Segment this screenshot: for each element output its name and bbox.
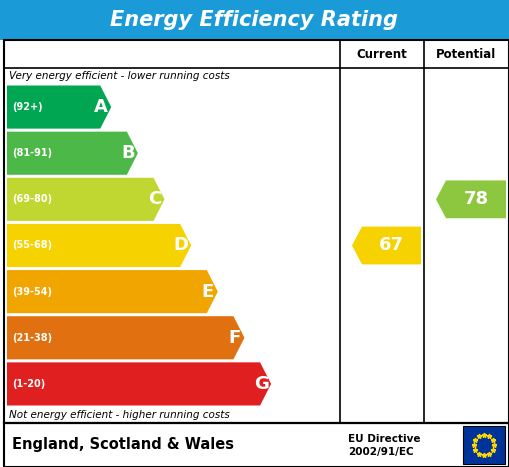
Text: A: A [94, 98, 108, 116]
Text: (39-54): (39-54) [12, 287, 52, 297]
Polygon shape [7, 132, 138, 175]
Bar [0, 0, 509, 40]
Text: F: F [229, 329, 241, 347]
Polygon shape [436, 180, 506, 218]
Text: D: D [174, 236, 189, 255]
Text: (69-80): (69-80) [12, 194, 52, 205]
Text: England, Scotland & Wales: England, Scotland & Wales [12, 438, 234, 453]
Text: (21-38): (21-38) [12, 333, 52, 343]
Text: C: C [148, 191, 161, 208]
Text: Potential: Potential [436, 48, 497, 61]
Text: EU Directive: EU Directive [348, 434, 420, 444]
Polygon shape [7, 85, 111, 128]
Text: 2002/91/EC: 2002/91/EC [348, 447, 414, 457]
Text: Current: Current [357, 48, 407, 61]
Text: Not energy efficient - higher running costs: Not energy efficient - higher running co… [9, 410, 230, 420]
Text: Energy Efficiency Rating: Energy Efficiency Rating [110, 10, 399, 30]
Polygon shape [7, 270, 218, 313]
Text: (1-20): (1-20) [12, 379, 45, 389]
Text: (92+): (92+) [12, 102, 43, 112]
Text: 78: 78 [463, 191, 489, 208]
Polygon shape [7, 362, 271, 405]
Text: B: B [121, 144, 135, 162]
Text: (81-91): (81-91) [12, 148, 52, 158]
Bar [463, 426, 505, 464]
Polygon shape [352, 226, 421, 264]
Bar [4, 40, 509, 423]
Text: E: E [202, 283, 214, 301]
Text: G: G [253, 375, 269, 393]
Polygon shape [7, 224, 191, 267]
Polygon shape [7, 178, 164, 221]
Text: Very energy efficient - lower running costs: Very energy efficient - lower running co… [9, 71, 230, 81]
Bar [4, 423, 509, 467]
Text: (55-68): (55-68) [12, 241, 52, 250]
Polygon shape [7, 316, 244, 360]
Text: 67: 67 [379, 236, 404, 255]
